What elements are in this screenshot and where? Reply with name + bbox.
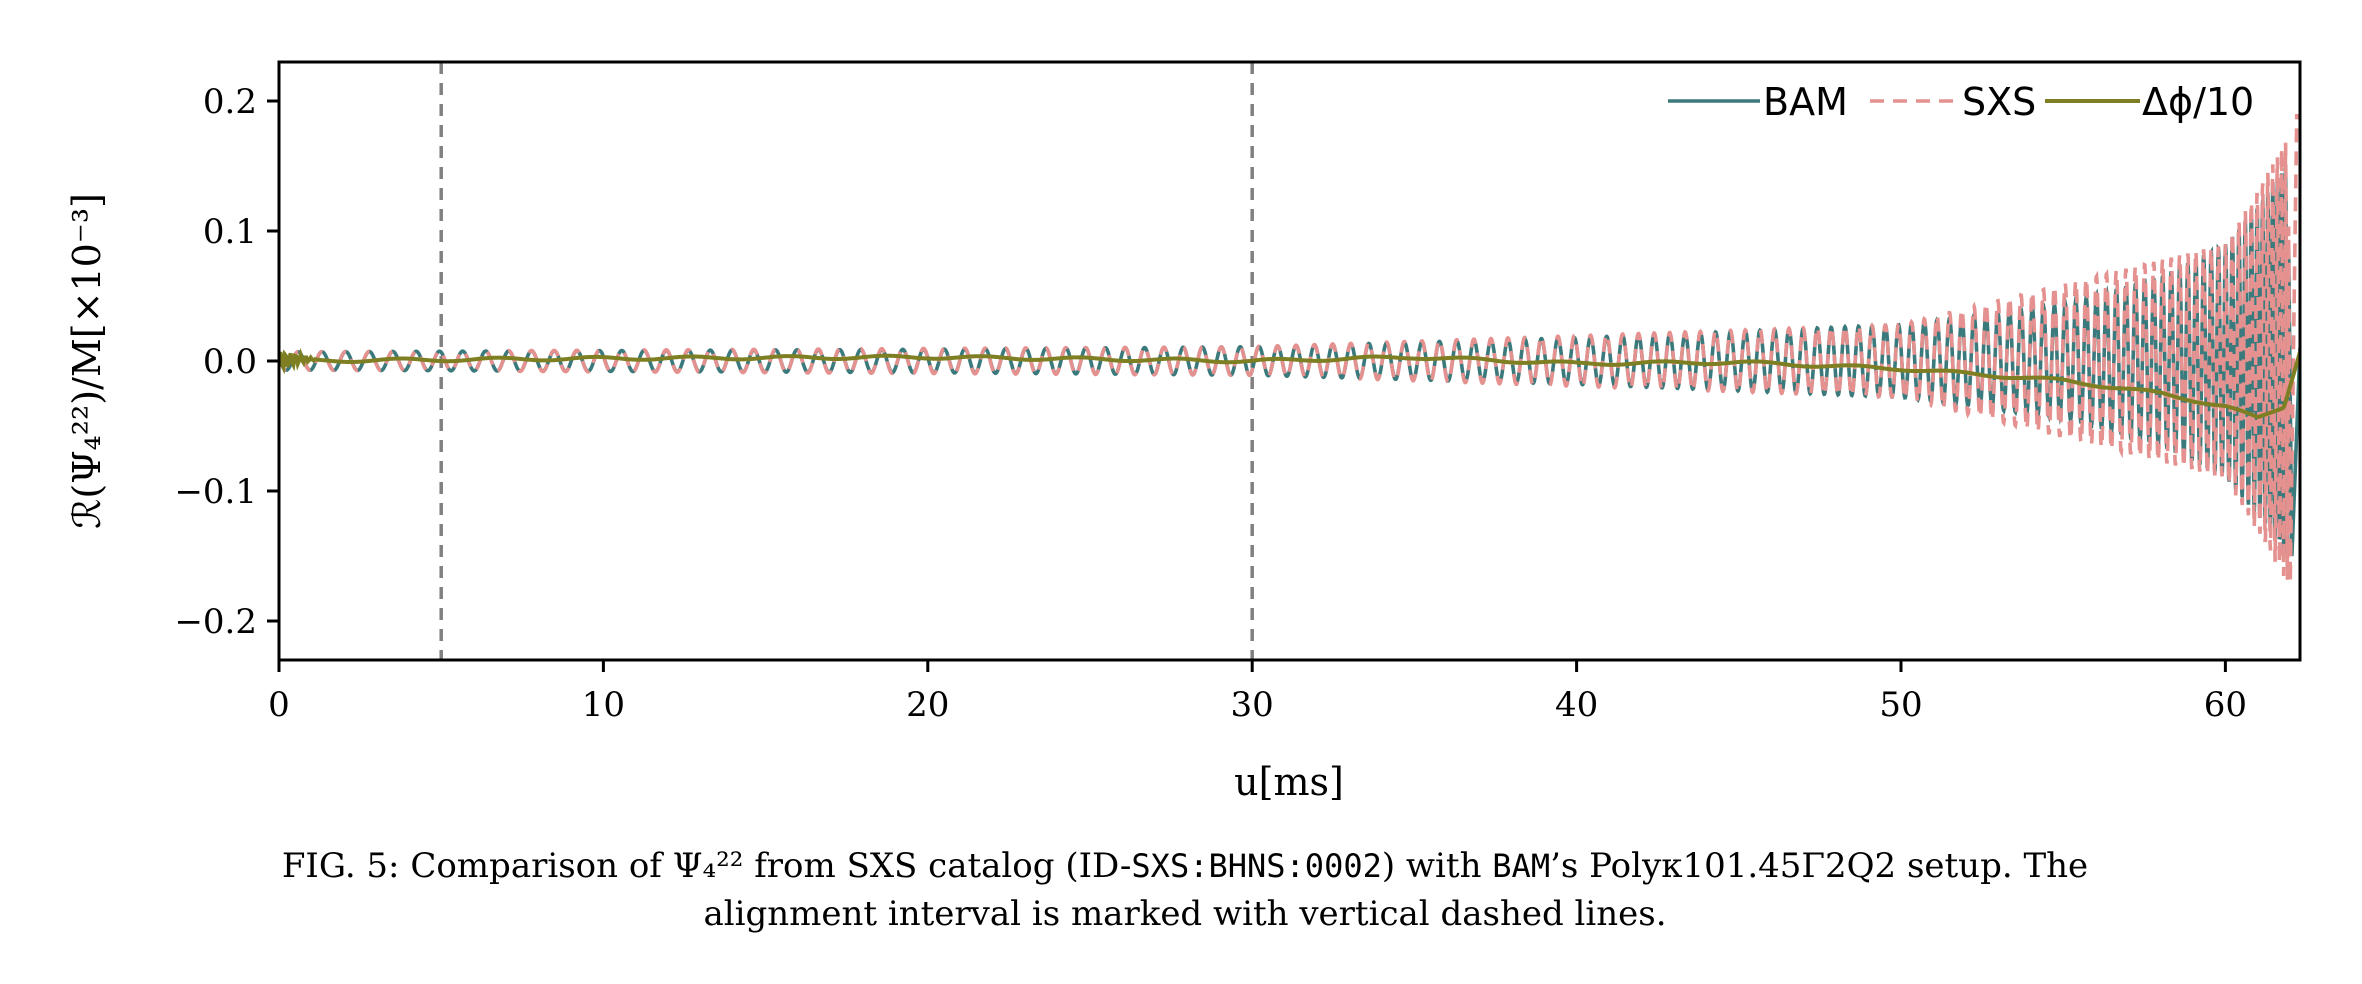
caption-part3: ’s Polyκ101.45Γ2Q2 setup. The <box>1550 846 2089 886</box>
legend-bam-label: BAM <box>1763 80 1848 124</box>
y-tick-label: 0.1 <box>203 212 257 252</box>
legend: BAM SXS Δϕ/10 <box>1668 80 2254 124</box>
caption-id-code: SXS:BHNS:0002 <box>1131 847 1382 885</box>
x-tick-label: 0 <box>268 685 290 725</box>
legend-sxs-label: SXS <box>1962 80 2036 124</box>
x-tick-label: 40 <box>1555 685 1598 725</box>
x-tick-label: 50 <box>1879 685 1922 725</box>
x-axis-label: u[ms] <box>1234 760 1344 804</box>
y-tick-label: −0.2 <box>174 602 257 642</box>
caption-part1: FIG. 5: Comparison of Ψ₄²² from SXS cata… <box>281 846 1132 886</box>
caption-part2: ) with <box>1381 846 1493 886</box>
caption-bam-code: BAM <box>1492 847 1551 885</box>
y-axis-label: ℛ(Ψ₄²²)/M[×10⁻³] <box>65 193 109 529</box>
legend-dphi-label: Δϕ/10 <box>2142 80 2254 124</box>
x-tick-label: 10 <box>582 685 625 725</box>
series-dphi-line <box>279 347 2300 420</box>
x-tick-label: 60 <box>2204 685 2247 725</box>
y-axis: −0.2 −0.1 0.0 0.1 0.2 <box>174 82 279 642</box>
chart: 0 10 20 30 40 50 60 −0.2 −0.1 0.0 0.1 0.2 u[ms] ℛ(… <box>65 60 2302 804</box>
figure-caption: FIG. 5: Comparison of Ψ₄²² from SXS cata… <box>140 842 2230 938</box>
x-tick-label: 30 <box>1231 685 1274 725</box>
x-axis: 0 10 20 30 40 50 60 <box>268 660 2247 725</box>
series-sxs-line <box>279 113 2299 583</box>
y-tick-label: −0.1 <box>174 472 257 512</box>
x-tick-label: 20 <box>906 685 949 725</box>
caption-line2: alignment interval is marked with vertic… <box>703 894 1667 934</box>
y-tick-label: 0.0 <box>203 342 257 382</box>
y-tick-label: 0.2 <box>203 82 257 122</box>
